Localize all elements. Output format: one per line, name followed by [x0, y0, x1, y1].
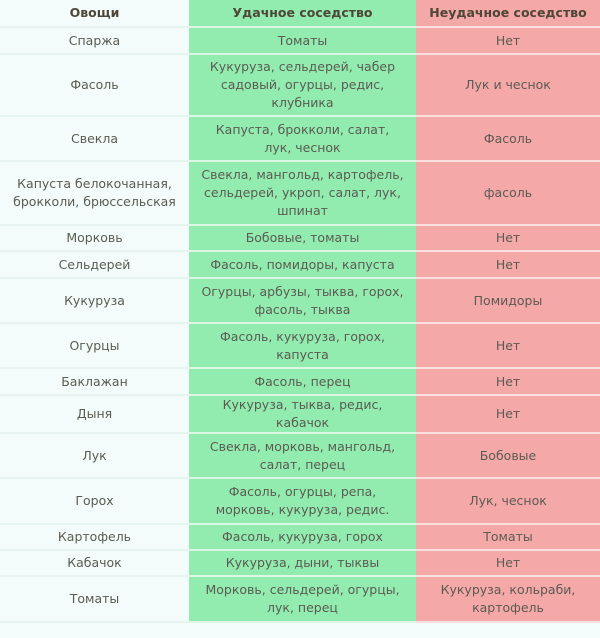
table-row: Свекла Капуста, брокколи, салат, лук, чес… — [0, 116, 600, 162]
header-good-neighbors: Удачное соседство — [189, 0, 416, 28]
vegetable-cell: Кабачок — [0, 550, 189, 577]
vegetable-cell: Лук — [0, 433, 189, 479]
table-row: Баклажан Фасоль, перец Нет — [0, 368, 600, 396]
vegetable-cell: Свекла — [0, 116, 189, 162]
vegetable-cell: Фасоль — [0, 54, 189, 117]
bad-neighbors-cell: Лук и чеснок — [416, 54, 600, 117]
companion-planting-table: Овощи Удачное соседство Неудачное соседс… — [0, 0, 600, 623]
table-row: Фасоль Кукуруза, сельдерей, чабер садовый… — [0, 54, 600, 117]
good-neighbors-cell: Фасоль, огурцы, репа, морковь, кукуруза,… — [189, 478, 416, 525]
vegetable-cell: Картофель — [0, 524, 189, 551]
good-neighbors-cell: Фасоль, перец — [189, 368, 416, 396]
good-neighbors-cell: Фасоль, кукуруза, горох — [189, 524, 416, 551]
bad-neighbors-cell: Нет — [416, 323, 600, 369]
vegetable-cell: Баклажан — [0, 368, 189, 396]
bad-neighbors-cell: Фасоль — [416, 116, 600, 162]
good-neighbors-cell: Томаты — [189, 27, 416, 55]
vegetable-cell: Томаты — [0, 576, 189, 623]
good-neighbors-cell: Кукуруза, дыни, тыквы — [189, 550, 416, 577]
good-neighbors-cell: Кукуруза, сельдерей, чабер садовый, огур… — [189, 54, 416, 117]
good-neighbors-cell: Огурцы, арбузы, тыква, горох, фасоль, ты… — [189, 278, 416, 324]
good-neighbors-cell: Фасоль, помидоры, капуста — [189, 251, 416, 279]
table-row: Сельдерей Фасоль, помидоры, капуста Нет — [0, 251, 600, 279]
vegetable-cell: Горох — [0, 478, 189, 525]
bad-neighbors-cell: Лук, чеснок — [416, 478, 600, 525]
bad-neighbors-cell: Кукуруза, кольраби, картофель — [416, 576, 600, 623]
bad-neighbors-cell: Нет — [416, 27, 600, 55]
table-row: Кабачок Кукуруза, дыни, тыквы Нет — [0, 550, 600, 577]
vegetable-cell: Спаржа — [0, 27, 189, 55]
header-row: Овощи Удачное соседство Неудачное соседс… — [0, 0, 600, 28]
good-neighbors-cell: Фасоль, кукуруза, горох, капуста — [189, 323, 416, 369]
bad-neighbors-cell: Нет — [416, 550, 600, 577]
bad-neighbors-cell: Томаты — [416, 524, 600, 551]
table-row: Томаты Морковь, сельдерей, огурцы, лук, п… — [0, 576, 600, 623]
vegetable-cell: Капуста белокочанная, брокколи, брюссель… — [0, 161, 189, 226]
good-neighbors-cell: Кукуруза, тыква, редис, кабачок — [189, 395, 416, 434]
good-neighbors-cell: Свекла, мангольд, картофель, сельдерей, … — [189, 161, 416, 226]
vegetable-cell: Кукуруза — [0, 278, 189, 324]
good-neighbors-cell: Морковь, сельдерей, огурцы, лук, перец — [189, 576, 416, 623]
header-bad-neighbors: Неудачное соседство — [416, 0, 600, 28]
bad-neighbors-cell: Нет — [416, 225, 600, 252]
bad-neighbors-cell: Нет — [416, 395, 600, 434]
table-row: Горох Фасоль, огурцы, репа, морковь, куку… — [0, 478, 600, 525]
vegetable-cell: Сельдерей — [0, 251, 189, 279]
table-row: Капуста белокочанная, брокколи, брюссель… — [0, 161, 600, 226]
table-row: Лук Свекла, морковь, мангольд, салат, пер… — [0, 433, 600, 479]
bad-neighbors-cell: Помидоры — [416, 278, 600, 324]
vegetable-cell: Морковь — [0, 225, 189, 252]
vegetable-cell: Дыня — [0, 395, 189, 434]
header-vegetables: Овощи — [0, 0, 189, 28]
good-neighbors-cell: Капуста, брокколи, салат, лук, чеснок — [189, 116, 416, 162]
good-neighbors-cell: Свекла, морковь, мангольд, салат, перец — [189, 433, 416, 479]
table-row: Спаржа Томаты Нет — [0, 27, 600, 55]
good-neighbors-cell: Бобовые, томаты — [189, 225, 416, 252]
bad-neighbors-cell: Нет — [416, 368, 600, 396]
table-row: Морковь Бобовые, томаты Нет — [0, 225, 600, 252]
table-row: Кукуруза Огурцы, арбузы, тыква, горох, фа… — [0, 278, 600, 324]
table-row: Дыня Кукуруза, тыква, редис, кабачок Нет — [0, 395, 600, 434]
table-row: Огурцы Фасоль, кукуруза, горох, капуста Не… — [0, 323, 600, 369]
bad-neighbors-cell: Нет — [416, 251, 600, 279]
table-row: Картофель Фасоль, кукуруза, горох Томаты — [0, 524, 600, 551]
bad-neighbors-cell: Бобовые — [416, 433, 600, 479]
vegetable-cell: Огурцы — [0, 323, 189, 369]
bad-neighbors-cell: фасоль — [416, 161, 600, 226]
